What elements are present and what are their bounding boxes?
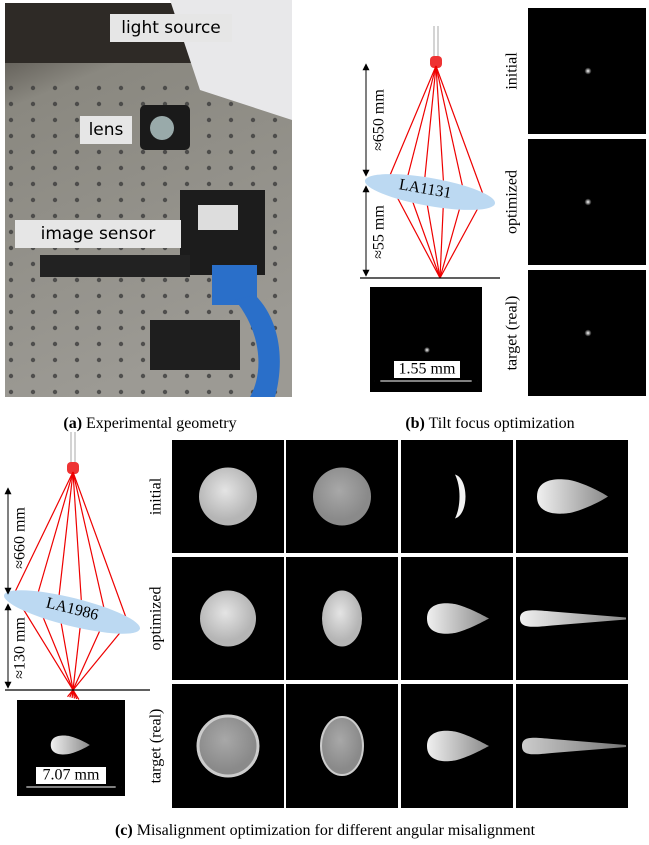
row-label: optimized <box>148 587 165 651</box>
ray <box>406 66 436 183</box>
beam <box>199 468 257 526</box>
caption: (a) Experimental geometry <box>63 415 236 432</box>
distance-label: ≈55 mm <box>371 205 388 259</box>
caption-text: Misalignment optimization for different … <box>137 822 536 839</box>
photo <box>5 0 292 397</box>
row-label: target (real) <box>148 709 165 784</box>
spot <box>424 347 430 353</box>
distance-label: ≈660 mm <box>12 507 29 569</box>
beam <box>322 591 362 647</box>
beam-shape <box>200 591 256 647</box>
rays <box>14 432 128 700</box>
spot <box>585 330 592 337</box>
beam <box>321 717 363 775</box>
caption-tag: (a) <box>63 415 82 432</box>
spot <box>585 199 592 206</box>
caption: (b) Tilt focus optimization <box>405 415 574 432</box>
row-label: optimized <box>504 170 521 234</box>
distance-label: ≈130 mm <box>12 617 29 679</box>
photo-label: image sensor <box>41 224 156 244</box>
row-label: target (real) <box>504 296 521 371</box>
beam-shape <box>322 591 362 647</box>
row-label: initial <box>504 52 521 90</box>
result-image <box>401 440 513 553</box>
row-label: initial <box>148 477 165 515</box>
beam-shape <box>199 468 257 526</box>
caption-text: Tilt focus optimization <box>429 415 575 432</box>
caption-tag: (b) <box>405 415 425 432</box>
distance-label: ≈650 mm <box>371 89 388 151</box>
beam-shape <box>198 716 258 776</box>
beam <box>200 591 256 647</box>
image-grid: initial optimized target (real) <box>504 8 646 396</box>
rays <box>388 26 484 278</box>
beam-shape <box>313 468 371 526</box>
beam <box>313 468 371 526</box>
beam <box>198 716 258 776</box>
caption: (c) Misalignment optimization for differ… <box>115 822 536 839</box>
scale-label: 1.55 mm <box>399 361 456 378</box>
ray <box>388 66 436 180</box>
spot <box>585 68 592 75</box>
photo-label: light source <box>121 18 221 38</box>
scale-label: 7.07 mm <box>43 767 100 784</box>
figure: light source lens image sensor (a) Exper… <box>0 0 649 845</box>
photo-label: lens <box>89 120 124 140</box>
caption-text: Experimental geometry <box>86 415 237 432</box>
beam-shape <box>321 717 363 775</box>
ray <box>58 472 73 605</box>
image-grid: initial optimized target (real) <box>148 440 628 808</box>
caption-tag: (c) <box>115 822 133 839</box>
ray <box>424 66 436 186</box>
